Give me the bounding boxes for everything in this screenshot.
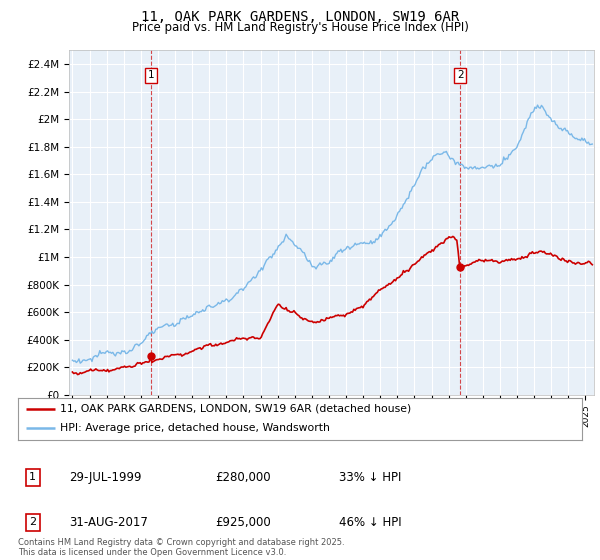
Text: HPI: Average price, detached house, Wandsworth: HPI: Average price, detached house, Wand… xyxy=(60,423,330,433)
Text: 2: 2 xyxy=(29,517,37,527)
Text: 11, OAK PARK GARDENS, LONDON, SW19 6AR: 11, OAK PARK GARDENS, LONDON, SW19 6AR xyxy=(141,10,459,24)
Text: 2: 2 xyxy=(457,70,463,80)
Text: £925,000: £925,000 xyxy=(215,516,271,529)
Text: Price paid vs. HM Land Registry's House Price Index (HPI): Price paid vs. HM Land Registry's House … xyxy=(131,21,469,34)
Text: 1: 1 xyxy=(29,473,36,482)
Text: Contains HM Land Registry data © Crown copyright and database right 2025.
This d: Contains HM Land Registry data © Crown c… xyxy=(18,538,344,557)
Text: 11, OAK PARK GARDENS, LONDON, SW19 6AR (detached house): 11, OAK PARK GARDENS, LONDON, SW19 6AR (… xyxy=(60,404,412,414)
Text: 33% ↓ HPI: 33% ↓ HPI xyxy=(340,471,402,484)
Text: 29-JUL-1999: 29-JUL-1999 xyxy=(69,471,141,484)
Text: £280,000: £280,000 xyxy=(215,471,271,484)
Text: 1: 1 xyxy=(148,70,154,80)
Text: 46% ↓ HPI: 46% ↓ HPI xyxy=(340,516,402,529)
Text: 31-AUG-2017: 31-AUG-2017 xyxy=(69,516,148,529)
